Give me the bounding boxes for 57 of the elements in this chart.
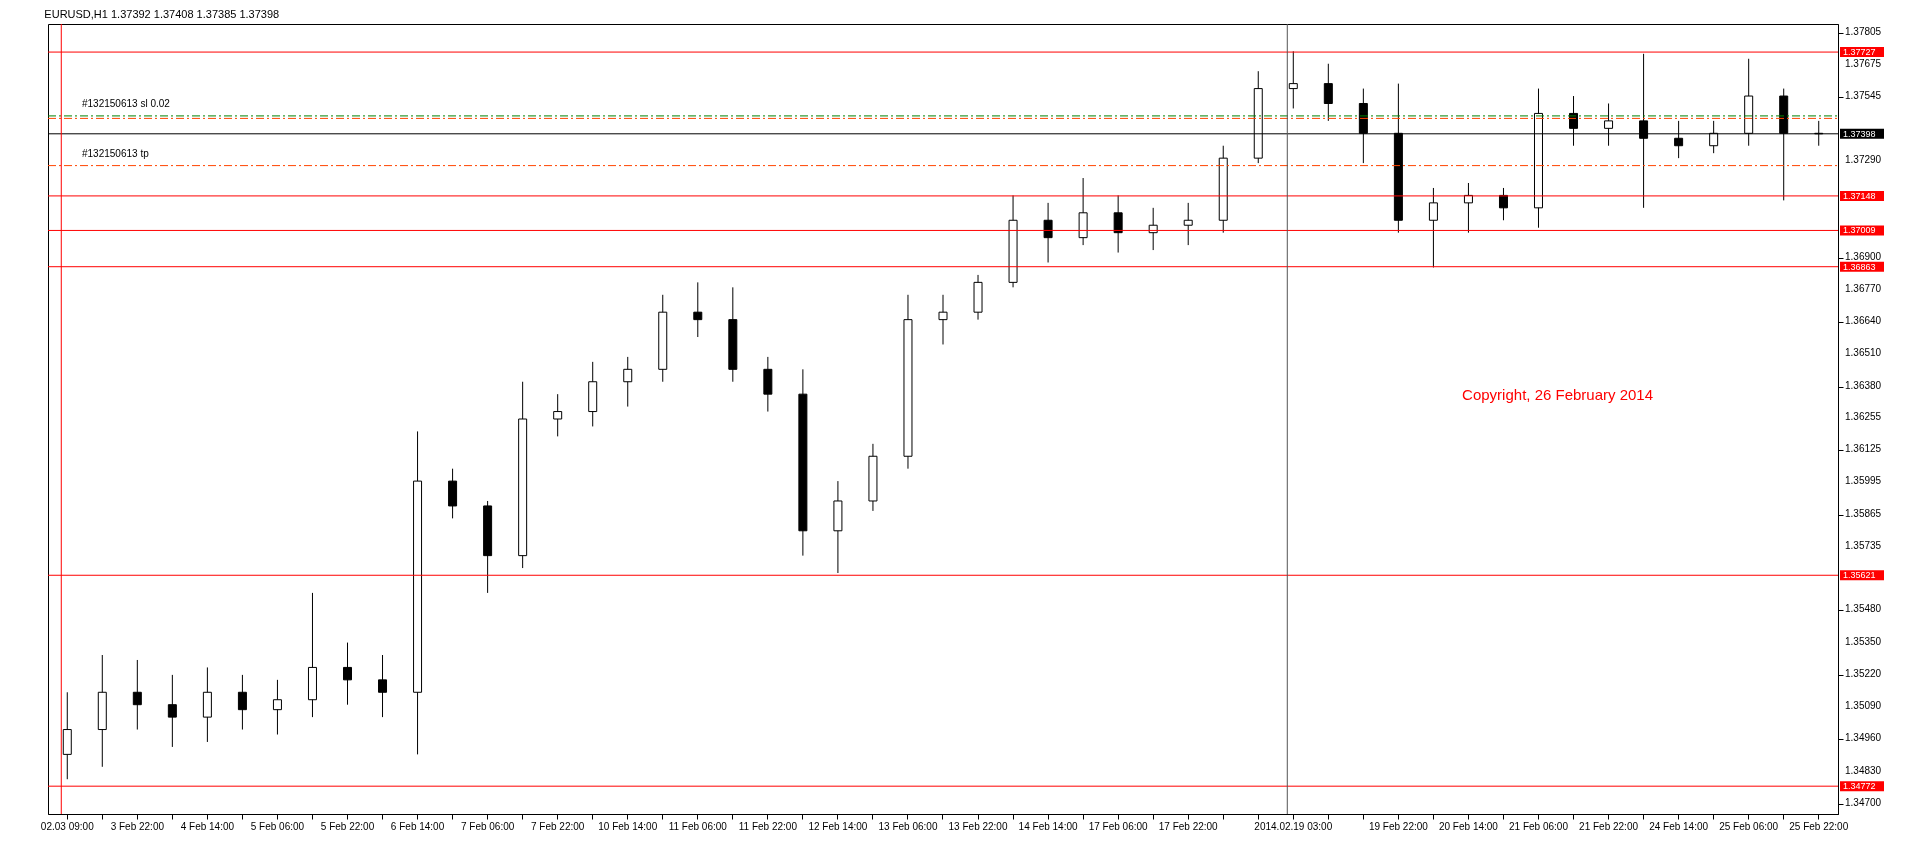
x-tick-label: 2014.02.19 03:00 [1254,820,1333,832]
y-tick-label: 1.36640 [1845,315,1882,327]
y-tick-label: 1.34830 [1845,764,1882,776]
x-tick-label: 4 Feb 14:00 [180,820,235,832]
x-tick-label: 7 Feb 06:00 [460,820,515,832]
y-tick-label: 1.36125 [1845,443,1882,455]
x-tick-label: 13 Feb 06:00 [878,820,938,832]
x-tick-label: 24 Feb 14:00 [1649,820,1709,832]
y-tick-label: 1.37290 [1845,153,1882,165]
annotation: Copyright, 26 February 2014 [1462,386,1654,404]
annotation: #132150613 tp [82,147,150,159]
ref-line-label: 1.37009 [1843,225,1876,236]
ref-line-label: 1.37398 [1843,128,1876,139]
ref-line-label: 1.34772 [1843,781,1876,792]
x-tick-label: 7 Feb 22:00 [530,820,585,832]
x-tick-label: 25 Feb 06:00 [1719,820,1779,832]
x-tick-label: 25 Feb 22:00 [1789,820,1849,832]
x-tick-label: 11 Feb 06:00 [668,820,728,832]
x-tick-label: 12 Feb 14:00 [808,820,868,832]
x-tick-label: 19 Feb 22:00 [1368,820,1429,832]
x-tick-label: 11 Feb 22:00 [738,820,798,832]
y-tick-label: 1.35865 [1845,507,1882,519]
y-tick-label: 1.36510 [1845,347,1882,359]
x-tick-label: 17 Feb 22:00 [1158,820,1219,832]
y-tick-label: 1.37805 [1845,25,1882,37]
y-tick-label: 1.36900 [1845,250,1882,262]
x-tick-label: 5 Feb 06:00 [250,820,305,832]
y-tick-label: 1.37545 [1845,90,1882,102]
x-tick-label: 20 Feb 14:00 [1438,820,1499,832]
y-tick-label: 1.35735 [1845,539,1882,551]
y-tick-label: 1.34700 [1845,797,1882,809]
ref-line-label: 1.35621 [1843,570,1876,581]
y-tick-label: 1.35090 [1845,700,1882,712]
y-tick-label: 1.35350 [1845,635,1882,647]
y-tick-label: 1.37675 [1845,57,1882,69]
ref-line-label: 1.37727 [1843,47,1876,58]
chart-title: EURUSD,H1 1.37392 1.37408 1.37385 1.37398 [44,7,280,20]
y-tick-label: 1.34960 [1845,732,1882,744]
x-tick-label: 3 Feb 22:00 [110,820,165,832]
x-tick-label: 21 Feb 06:00 [1509,820,1569,832]
x-tick-label: 17 Feb 06:00 [1088,820,1149,832]
y-tick-label: 1.36770 [1845,282,1882,294]
y-tick-label: 1.35220 [1845,667,1882,679]
x-tick-label: 14 Feb 14:00 [1018,820,1078,832]
x-tick-label: 6 Feb 14:00 [390,820,445,832]
x-tick-label: 10 Feb 14:00 [598,820,658,832]
y-tick-label: 1.36255 [1845,410,1882,422]
ref-line-label: 1.37148 [1843,190,1876,201]
annotation: #132150613 sl 0.02 [82,97,171,109]
x-tick-label: 13 Feb 22:00 [948,820,1008,832]
y-tick-label: 1.35480 [1845,603,1882,615]
ref-line-label: 1.36863 [1843,261,1876,272]
x-tick-label: 5 Feb 22:00 [320,820,375,832]
y-tick-label: 1.36380 [1845,379,1882,391]
x-tick-label: 02.03 09:00 [40,820,95,832]
x-tick-label: 21 Feb 22:00 [1579,820,1639,832]
y-tick-label: 1.35995 [1845,475,1882,487]
